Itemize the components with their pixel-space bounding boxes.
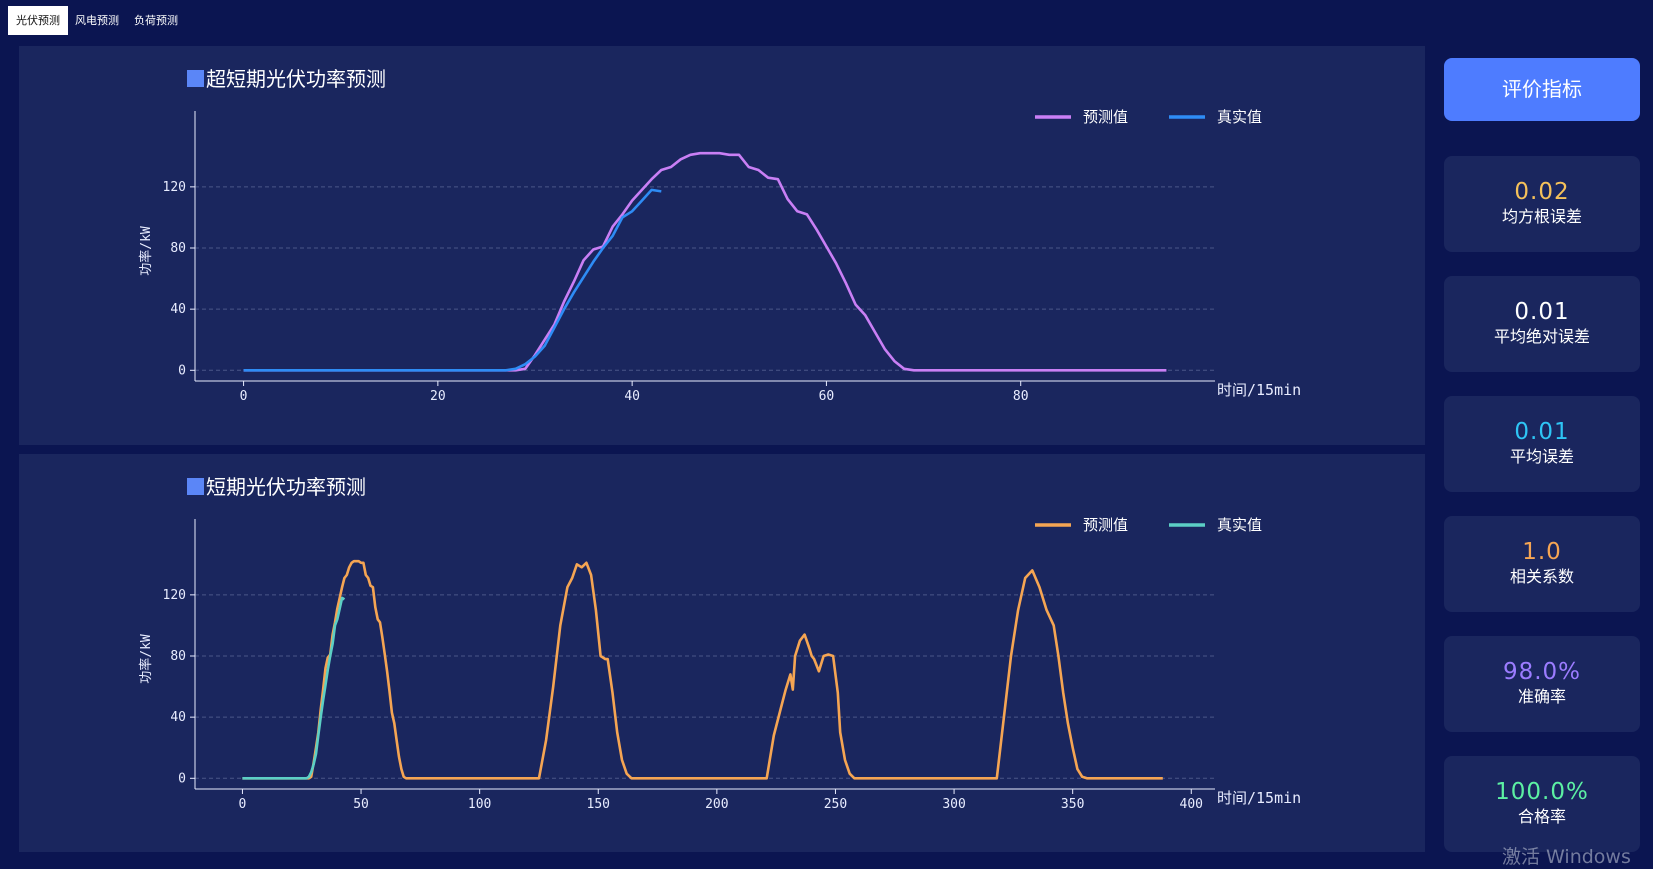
- series-line-forecast: [243, 151, 1167, 372]
- x-axis-label: 时间/15min: [1217, 381, 1301, 399]
- metric-card-accuracy: 98.0% 准确率: [1444, 636, 1640, 732]
- metric-value: 0.01: [1514, 419, 1570, 445]
- metric-value: 98.0%: [1502, 659, 1582, 685]
- evaluation-metrics-button[interactable]: 评价指标: [1444, 58, 1640, 121]
- x-tick-label: 150: [587, 797, 610, 812]
- y-axis-label: 功率/kW: [138, 226, 154, 276]
- metric-label: 均方根误差: [1501, 207, 1582, 226]
- y-axis-label: 功率/kW: [138, 634, 154, 684]
- x-tick-label: 0: [239, 797, 247, 812]
- tab-solar-forecast[interactable]: 光伏预测: [8, 6, 68, 35]
- chart-title-marker: [187, 478, 204, 495]
- y-tick-label: 80: [170, 241, 186, 256]
- tab-bar: 光伏预测 风电预测 负荷预测: [0, 0, 1653, 44]
- x-tick-label: 300: [942, 797, 965, 812]
- chart-title-marker: [187, 70, 204, 87]
- legend-label: 预测值: [1083, 108, 1128, 126]
- y-tick-label: 40: [170, 710, 186, 725]
- metric-label: 平均绝对误差: [1493, 327, 1590, 346]
- ultra-short-term-chart-panel: 超短期光伏功率预测 0 40 80 120 0 20 40 60 80 时间/15min 功率/kW 预…: [19, 46, 1425, 445]
- y-tick-label: 40: [170, 302, 186, 317]
- x-axis-label: 时间/15min: [1217, 789, 1301, 807]
- metric-card-pass-rate: 100.0% 合格率: [1444, 756, 1640, 852]
- metric-value: 100.0%: [1495, 779, 1589, 805]
- metric-card-mae: 0.01 平均绝对误差: [1444, 276, 1640, 372]
- metric-label: 相关系数: [1509, 567, 1574, 586]
- short-term-chart: 短期光伏功率预测 0 40 80 120 0 50 100 150 200 250 300 350 400…: [138, 475, 1301, 812]
- x-tick-label: 50: [353, 797, 369, 812]
- y-tick-label: 120: [163, 180, 186, 195]
- x-tick-label: 80: [1013, 389, 1029, 404]
- chart-title: 超短期光伏功率预测: [206, 67, 386, 91]
- y-tick-label: 0: [178, 363, 186, 378]
- metric-card-rmse: 0.02 均方根误差: [1444, 156, 1640, 252]
- series-line-actual: [242, 596, 346, 780]
- series-line-forecast: [242, 559, 1163, 780]
- x-tick-label: 350: [1061, 797, 1084, 812]
- x-tick-label: 40: [624, 389, 640, 404]
- legend-label: 真实值: [1217, 516, 1262, 534]
- metric-label: 准确率: [1517, 687, 1566, 706]
- tab-wind-forecast[interactable]: 风电预测: [75, 14, 119, 27]
- metric-label: 平均误差: [1509, 447, 1574, 466]
- y-tick-label: 120: [163, 588, 186, 603]
- windows-activation-watermark: 激活 Windows: [1502, 846, 1631, 868]
- short-term-chart-panel: 短期光伏功率预测 0 40 80 120 0 50 100 150 200 250 300 350 400…: [19, 454, 1425, 852]
- y-tick-label: 80: [170, 649, 186, 664]
- x-tick-label: 0: [240, 389, 248, 404]
- legend-label: 真实值: [1217, 108, 1262, 126]
- metric-value: 1.0: [1522, 539, 1562, 565]
- tab-load-forecast[interactable]: 负荷预测: [134, 14, 178, 27]
- x-tick-label: 250: [824, 797, 847, 812]
- ultra-short-term-chart: 超短期光伏功率预测 0 40 80 120 0 20 40 60 80 时间/15min 功率/kW 预…: [138, 67, 1301, 404]
- metric-card-correlation: 1.0 相关系数: [1444, 516, 1640, 612]
- x-tick-label: 200: [705, 797, 728, 812]
- legend-label: 预测值: [1083, 516, 1128, 534]
- series-line-actual: [243, 188, 662, 372]
- metric-label: 合格率: [1517, 807, 1566, 826]
- y-tick-label: 0: [178, 771, 186, 786]
- metric-card-mean-error: 0.01 平均误差: [1444, 396, 1640, 492]
- metric-value: 0.01: [1514, 299, 1570, 325]
- x-tick-label: 100: [468, 797, 491, 812]
- x-tick-label: 400: [1180, 797, 1203, 812]
- metric-value: 0.02: [1514, 179, 1570, 205]
- chart-title: 短期光伏功率预测: [206, 475, 366, 499]
- x-tick-label: 60: [819, 389, 835, 404]
- x-tick-label: 20: [430, 389, 446, 404]
